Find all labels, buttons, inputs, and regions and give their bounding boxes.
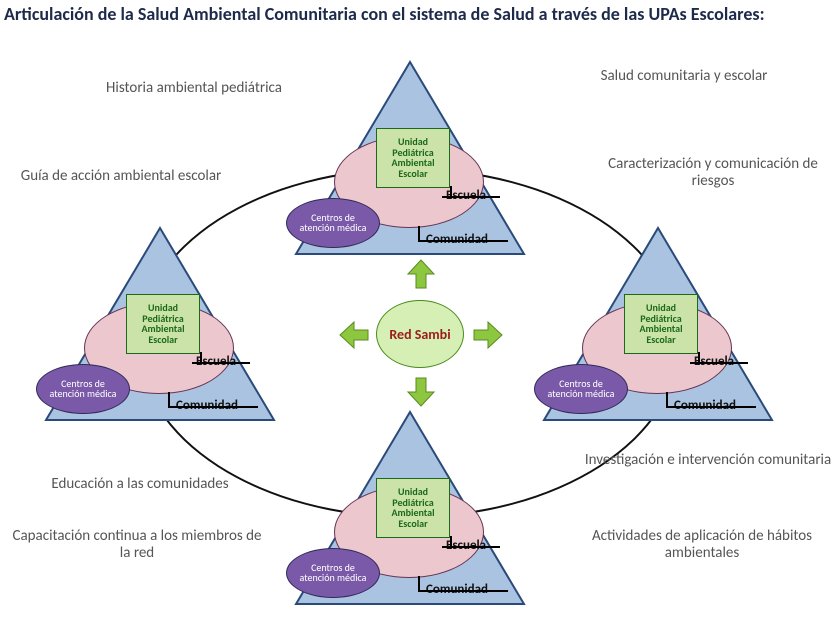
green-unit-box: Unidad Pediátrica Ambiental Escolar — [126, 294, 200, 354]
arrow-up — [404, 258, 438, 292]
outer-label: Historia ambiental pediátrica — [94, 80, 294, 97]
bracket-line — [418, 226, 420, 240]
green-unit-box: Unidad Pediátrica Ambiental Escolar — [624, 294, 698, 354]
bracket-line — [690, 362, 748, 364]
bracket-line — [666, 406, 756, 408]
diagram-title: Articulación de la Salud Ambiental Comun… — [4, 4, 836, 26]
outer-label: Caracterización y comunicación de riesgo… — [598, 156, 828, 191]
triangle-module-bottom: Unidad Pediátrica Ambiental Escolar Cent… — [292, 408, 528, 608]
outer-label: Capacitación continua a los miembros de … — [12, 528, 262, 563]
purple-centers-ellipse: Centros deatención médica — [36, 364, 130, 414]
bracket-line — [168, 392, 170, 406]
arrow-down — [404, 374, 438, 408]
bracket-line — [442, 196, 500, 198]
bracket-line — [418, 240, 508, 242]
bracket-line — [168, 406, 258, 408]
purple-centers-ellipse: Centros deatención médica — [534, 364, 628, 414]
triangle-module-top: Unidad Pediátrica Ambiental Escolar Cent… — [292, 58, 528, 258]
green-box-line: Escolar — [625, 335, 697, 346]
purple-centers-ellipse: Centros deatención médica — [286, 548, 380, 598]
green-box-line: Escolar — [377, 519, 449, 530]
outer-label: Guía de acción ambiental escolar — [6, 168, 236, 185]
outer-label: Educación a las comunidades — [20, 476, 260, 493]
green-unit-box: Unidad Pediátrica Ambiental Escolar — [376, 478, 450, 538]
arrow-right — [470, 318, 504, 352]
purple-centers-ellipse: Centros deatención médica — [286, 198, 380, 248]
bracket-line — [666, 392, 668, 406]
triangle-module-right: Unidad Pediátrica Ambiental Escolar Cent… — [540, 224, 776, 424]
green-box-line: Escolar — [127, 335, 199, 346]
hub-node: Red Sambi — [376, 300, 464, 368]
bracket-line — [442, 546, 500, 548]
bracket-line — [418, 590, 508, 592]
triangle-module-left: Unidad Pediátrica Ambiental Escolar Cent… — [42, 224, 278, 424]
bracket-line — [192, 362, 250, 364]
bracket-line — [418, 576, 420, 590]
green-unit-box: Unidad Pediátrica Ambiental Escolar — [376, 128, 450, 188]
arrow-left — [338, 318, 372, 352]
outer-label: Actividades de aplicación de hábitos amb… — [572, 528, 832, 563]
green-box-line: Escolar — [377, 169, 449, 180]
outer-label: Salud comunitaria y escolar — [554, 68, 814, 85]
outer-label: Investigación e intervención comunitaria — [580, 452, 836, 469]
